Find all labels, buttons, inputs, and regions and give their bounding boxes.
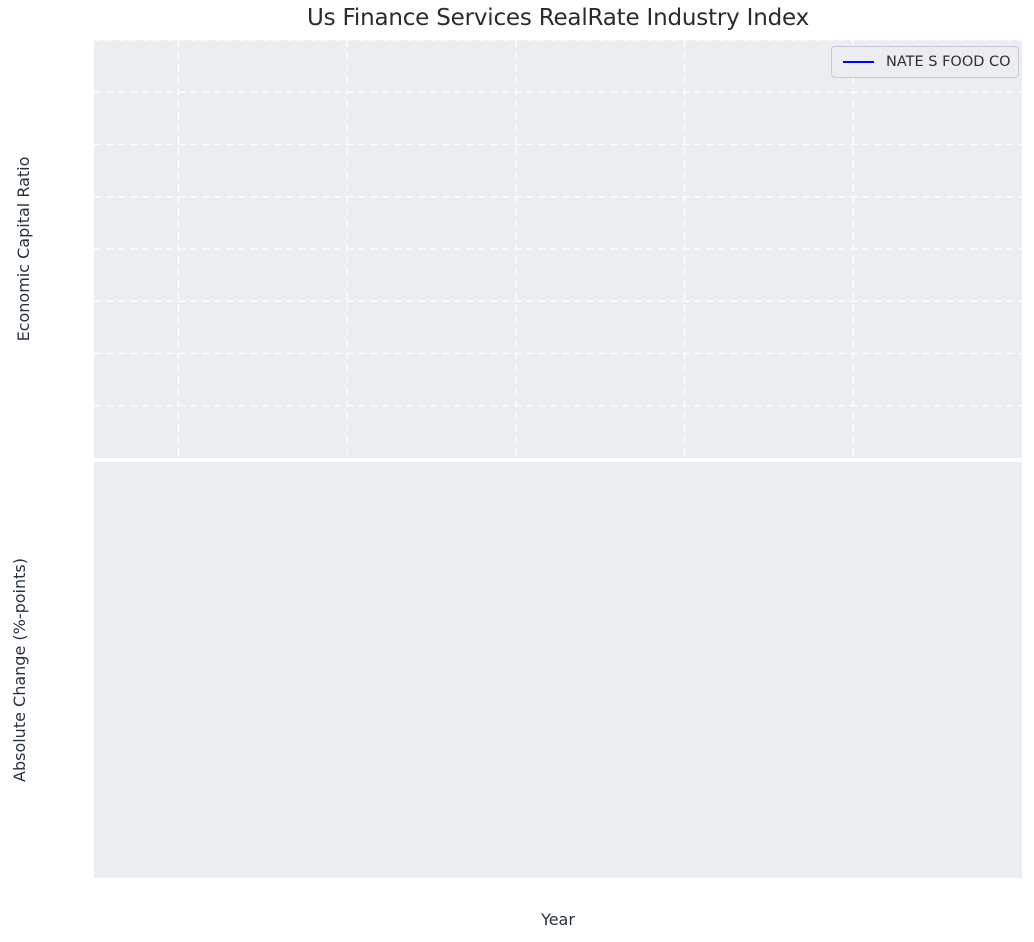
legend-label: NATE S FOOD CO — [886, 54, 1011, 70]
chart-title: Us Finance Services RealRate Industry In… — [307, 5, 809, 31]
bottom-panel — [94, 462, 1022, 878]
legend-line-swatch — [843, 61, 874, 63]
legend: NATE S FOOD CO — [831, 46, 1019, 78]
top-y-axis-label: Economic Capital Ratio — [14, 156, 33, 342]
x-axis-label: Year — [541, 910, 575, 929]
bottom-y-axis-label: Absolute Change (%-points) — [10, 558, 29, 782]
